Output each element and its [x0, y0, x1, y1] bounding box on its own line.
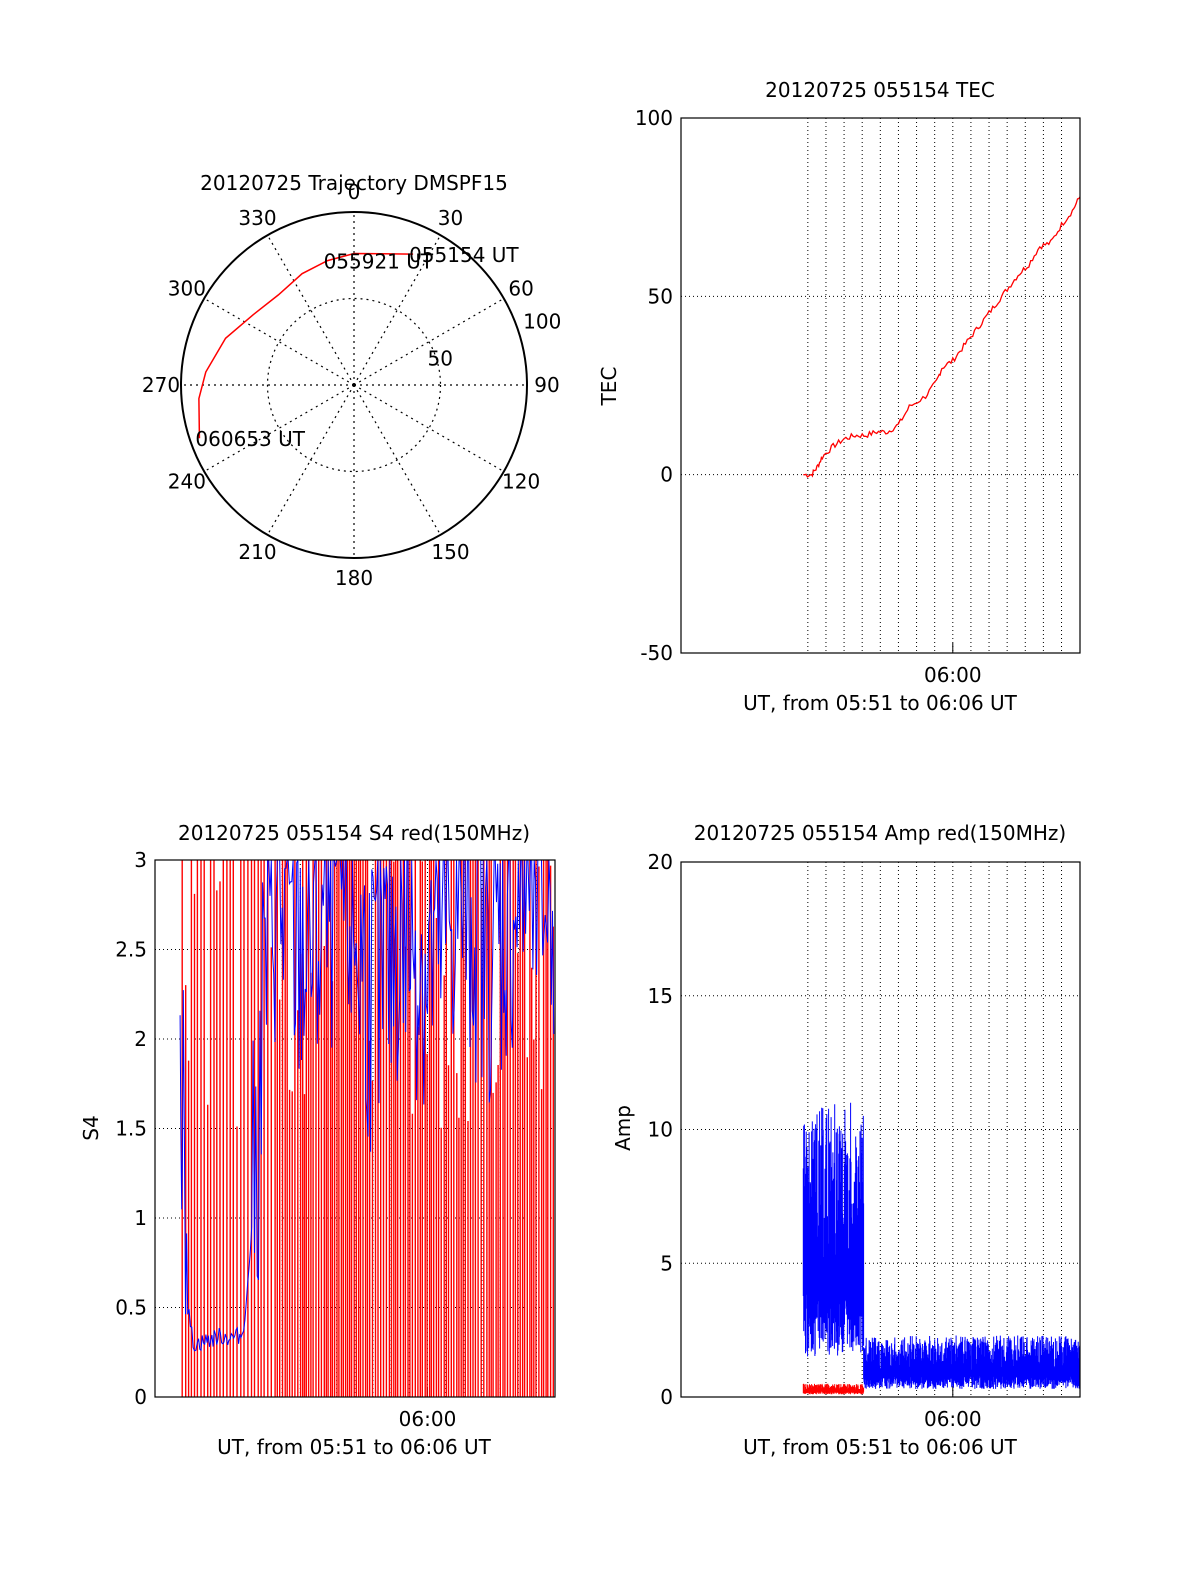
plot-frame [680, 861, 1081, 1398]
outer-circle [180, 211, 528, 559]
tec-line [803, 196, 1081, 478]
y-tick-label: 10 [648, 1118, 673, 1142]
angle-tick-label: 90 [534, 373, 559, 397]
angle-tick-label: 330 [238, 206, 276, 230]
trajectory-title: 20120725 Trajectory DMSPF15 [200, 171, 508, 195]
radial-gridline [266, 384, 355, 536]
angle-tick-label: 240 [168, 470, 206, 494]
angle-tick-label: 180 [335, 566, 373, 590]
x-tick-label: 06:00 [924, 663, 982, 687]
plot-frame [154, 859, 556, 1398]
trajectory-time-label: 060653 UT [195, 427, 305, 451]
radial-gridline [353, 297, 505, 386]
y-tick-label: 1 [134, 1206, 147, 1230]
amp-x-axis-label: UT, from 05:51 to 06:06 UT [743, 1435, 1018, 1459]
y-tick-label: 1.5 [115, 1117, 147, 1141]
trajectory-angle-labels: 0 30 60 90 120 150 180 210 240 270 300 330 [142, 180, 560, 590]
radial-gridline [203, 384, 355, 473]
amp-red-series [802, 1383, 865, 1395]
angle-tick-label: 30 [438, 206, 463, 230]
y-tick-label: 50 [648, 284, 673, 308]
y-tick-label: 5 [660, 1251, 673, 1275]
tec-title: 20120725 055154 TEC [765, 78, 995, 102]
angle-tick-label: 270 [142, 373, 180, 397]
y-tick-label: 2.5 [115, 938, 147, 962]
angle-tick-label: 0 [348, 180, 361, 204]
radial-gridline [353, 384, 442, 536]
amp-plot-area: 0 5 10 15 20 06:00 [648, 850, 1081, 1431]
amp-panel: 20120725 055154 Amp red(150MHz) 0 5 10 15 20… [611, 821, 1081, 1459]
y-tick-label: -50 [640, 641, 673, 665]
angle-tick-label: 300 [168, 277, 206, 301]
amp-y-axis-label: Amp [611, 1105, 635, 1151]
trajectory-series [198, 252, 414, 439]
tec-x-axis-label: UT, from 05:51 to 06:06 UT [743, 691, 1018, 715]
tec-y-axis-label: TEC [597, 367, 621, 407]
s4-plot-area: 0 0.5 1 1.5 2 2.5 3 06:00 [115, 848, 556, 1431]
plot-frame [680, 117, 1081, 654]
trajectory-panel: 20120725 Trajectory DMSPF15 0 30 60 90 120 15… [142, 171, 561, 590]
y-tick-label: 20 [648, 850, 673, 874]
amp-title: 20120725 055154 Amp red(150MHz) [694, 821, 1066, 845]
s4-panel: 20120725 055154 S4 red(150MHz) 0 0.5 1 1.5 2… [79, 821, 556, 1459]
s4-y-axis-label: S4 [79, 1115, 103, 1140]
y-tick-label: 0 [660, 463, 673, 487]
inner-circle [266, 297, 442, 473]
y-tick-label: 3 [134, 848, 147, 872]
amp-blue-series [802, 1102, 1081, 1389]
radial-gridline [203, 297, 355, 386]
s4-x-axis-label: UT, from 05:51 to 06:06 UT [217, 1435, 492, 1459]
y-tick-label: 2 [134, 1027, 147, 1051]
trajectory-line [198, 252, 414, 439]
radial-gridline [266, 234, 355, 386]
y-tick-label: 15 [648, 984, 673, 1008]
y-tick-label: 0 [134, 1385, 147, 1409]
radial-tick-label: 100 [523, 309, 561, 333]
trajectory-time-label: 055154 UT [409, 243, 519, 267]
angle-tick-label: 210 [238, 540, 276, 564]
x-tick-label: 06:00 [924, 1407, 982, 1431]
radial-gridline [353, 384, 505, 473]
radial-gridline [353, 234, 442, 386]
tec-plot-area: -50 0 50 100 06:00 [635, 106, 1081, 687]
angle-tick-label: 150 [431, 540, 469, 564]
s4-title: 20120725 055154 S4 red(150MHz) [178, 821, 530, 845]
s4-blue-series [179, 859, 555, 1352]
y-tick-label: 100 [635, 106, 673, 130]
angle-tick-label: 60 [508, 277, 533, 301]
trajectory-time-label: 055921 UT [324, 250, 434, 274]
radial-tick-label: 50 [428, 346, 453, 370]
tec-panel: 20120725 055154 TEC -50 0 50 100 06:00 UT, f… [597, 78, 1081, 715]
y-tick-label: 0 [660, 1385, 673, 1409]
trajectory-radial-labels: 50 100 [428, 309, 562, 370]
angle-tick-label: 120 [502, 470, 540, 494]
x-tick-label: 06:00 [399, 1407, 457, 1431]
trajectory-grid [180, 211, 528, 559]
y-tick-label: 0.5 [115, 1296, 147, 1320]
